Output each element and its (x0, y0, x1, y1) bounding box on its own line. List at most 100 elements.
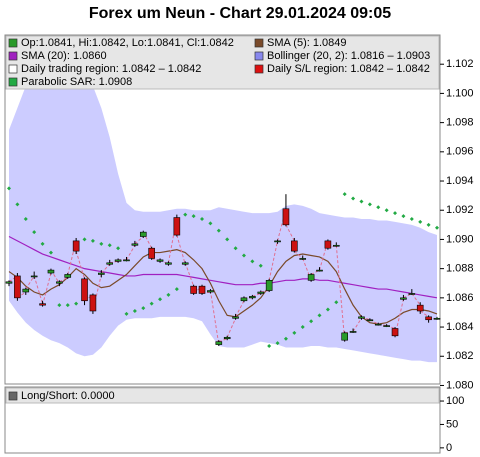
legend-swatch (8, 38, 18, 48)
y-tick-label: 1.084 (446, 321, 474, 333)
candle-body (56, 281, 63, 284)
candle-body (22, 288, 30, 293)
candle-body (30, 275, 38, 278)
sar-dot (334, 300, 339, 305)
legend-label: Long/Short: 0.0000 (21, 390, 115, 402)
candle-connector (25, 275, 35, 290)
legend-label: Bollinger (20, 2): 1.0816 – 1.0903 (267, 50, 430, 62)
sar-dot (166, 292, 171, 297)
sar-dot (40, 241, 45, 246)
sma20-line (8, 235, 438, 299)
candle-body (207, 290, 214, 293)
legend-label: SMA (20): 1.0860 (21, 50, 107, 62)
candle-connector (176, 234, 186, 265)
sar-dot (124, 311, 129, 316)
candle-body (391, 328, 399, 337)
candle-body (223, 336, 231, 340)
candle-connector (411, 293, 421, 306)
candle-body (72, 240, 80, 252)
candle-body (106, 262, 114, 265)
y-tick-label: 1.100 (446, 87, 474, 99)
candle-body (249, 296, 256, 299)
candle-connector (134, 236, 144, 245)
candle-connector (8, 275, 18, 283)
sar-dot (233, 246, 238, 251)
sar-dot (208, 221, 213, 226)
candle-connector (142, 231, 153, 249)
candle-connector (100, 263, 111, 274)
candle-body (148, 247, 155, 259)
candle-body (358, 316, 365, 319)
sar-dot (267, 344, 272, 349)
candle-connector (302, 258, 312, 281)
sar-dot (359, 199, 364, 204)
candle-body (240, 297, 248, 302)
candle-body (408, 293, 416, 295)
sar-dot (191, 214, 196, 219)
candle-body (425, 316, 432, 321)
legend-swatch (8, 64, 18, 74)
sar-dot (90, 238, 95, 243)
sar-dot (32, 230, 37, 235)
candle-body (5, 281, 13, 284)
candle-body (307, 274, 315, 281)
sar-dot (418, 219, 423, 224)
sar-dot (82, 237, 87, 242)
sar-dot (275, 341, 280, 346)
sar-dot (309, 319, 314, 324)
sar-dot (141, 306, 146, 311)
sar-dot (225, 237, 230, 242)
sar-dot (435, 225, 439, 230)
sar-dot (149, 301, 154, 306)
candle-body (341, 332, 348, 341)
candle-body (282, 208, 290, 226)
legend-swatch (8, 391, 18, 401)
candle-body (291, 240, 298, 252)
sar-dot (158, 297, 163, 302)
candle-connector (235, 300, 245, 318)
sar-dot (132, 308, 137, 313)
legend-label: Op:1.0841, Hi:1.0842, Lo:1.0841, Cl:1.08… (21, 37, 234, 49)
sar-dot (325, 307, 330, 312)
y-tick-label: 50 (446, 418, 458, 430)
bollinger-band (9, 58, 437, 363)
candle-body (81, 278, 88, 302)
candle-body (265, 280, 273, 291)
legend-swatch (8, 77, 18, 87)
sar-dot (174, 287, 179, 292)
candle-connector (352, 318, 362, 332)
sar-dot (393, 211, 398, 216)
candle-connector (268, 240, 279, 281)
sar-dot (65, 303, 70, 308)
candle-body (165, 262, 172, 265)
candle-body (400, 297, 407, 300)
candle-body (324, 240, 332, 249)
sar-dot (116, 246, 121, 251)
y-tick-label: 1.090 (446, 233, 474, 245)
candle-body (47, 269, 55, 274)
candle-body (383, 325, 390, 327)
candle-body (139, 231, 147, 237)
y-tick-label: 0 (446, 442, 452, 454)
candle-body (198, 285, 206, 294)
candle-body (366, 319, 374, 322)
candle-body (181, 262, 189, 265)
sar-dot (426, 222, 431, 227)
candle-body (232, 316, 239, 319)
candle-body (257, 291, 265, 294)
legend-label: Parabolic SAR: 1.0908 (21, 76, 132, 88)
candle-body (39, 303, 46, 306)
sar-dot (74, 301, 79, 306)
candle-connector (59, 276, 68, 283)
sar-dot (376, 205, 381, 210)
candle-connector (226, 318, 237, 338)
candle-body (215, 341, 223, 345)
sub-legend-box (5, 387, 440, 404)
sar-dot (300, 325, 305, 330)
y-tick-label: 1.082 (446, 350, 474, 362)
sar-dot (23, 216, 28, 221)
legend-label: Daily S/L region: 1.0842 – 1.0842 (267, 63, 430, 75)
chart-title: Forex um Neun - Chart 29.01.2024 09:05 (89, 5, 391, 22)
candle-body (14, 275, 21, 299)
